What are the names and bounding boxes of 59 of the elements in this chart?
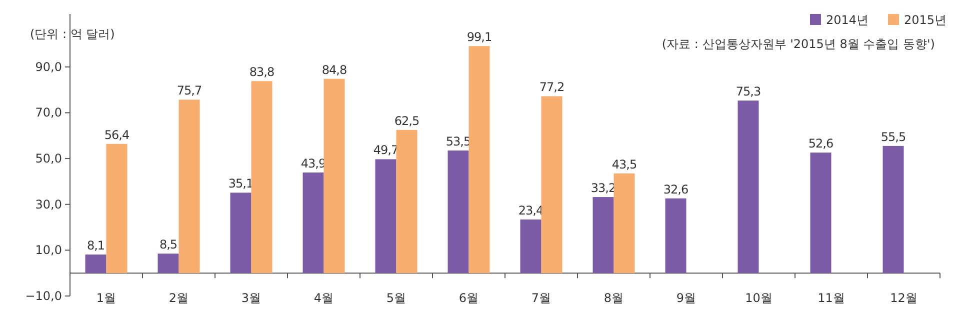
bar bbox=[882, 146, 904, 274]
bar bbox=[665, 198, 686, 274]
y-tick-label: 10,0 bbox=[35, 243, 62, 258]
y-tick-label: −10,0 bbox=[25, 289, 62, 303]
x-tick-label: 6월 bbox=[458, 291, 479, 306]
data-label: 75,7 bbox=[176, 84, 202, 98]
bar bbox=[396, 130, 418, 274]
legend-label: 2014년 bbox=[826, 13, 869, 27]
annotation: (자료 : 산업통상자원부 '2015년 8월 수출입 동향') bbox=[662, 37, 935, 51]
x-tick-label: 4월 bbox=[314, 291, 334, 306]
bar bbox=[738, 100, 759, 274]
bar bbox=[810, 152, 832, 274]
bar bbox=[302, 172, 324, 274]
y-tick-label: 90,0 bbox=[35, 60, 62, 74]
bar bbox=[106, 144, 128, 274]
data-label: 84,8 bbox=[322, 62, 347, 77]
data-label: 55,5 bbox=[880, 130, 906, 144]
bar bbox=[375, 159, 396, 274]
data-label: 99,1 bbox=[466, 30, 492, 44]
x-tick-label: 7월 bbox=[531, 291, 552, 306]
bar bbox=[85, 254, 106, 274]
data-label: 32,6 bbox=[663, 182, 688, 196]
bar bbox=[324, 78, 345, 274]
data-label: 62,5 bbox=[394, 114, 420, 128]
legend-label: 2015년 bbox=[904, 13, 947, 27]
bar bbox=[230, 192, 252, 274]
y-tick-label: 50,0 bbox=[35, 152, 62, 166]
data-label: 75,3 bbox=[736, 84, 761, 99]
data-label: 35,1 bbox=[228, 176, 254, 191]
data-label: 43,5 bbox=[612, 157, 637, 172]
x-tick-label: 5월 bbox=[386, 291, 406, 306]
bar bbox=[158, 254, 179, 274]
x-tick-label: 3월 bbox=[241, 291, 262, 306]
bar bbox=[592, 197, 614, 274]
x-tick-label: 9월 bbox=[676, 291, 696, 306]
data-label: 49,7 bbox=[373, 143, 398, 158]
data-label: 52,6 bbox=[808, 136, 834, 151]
x-tick-label: 8월 bbox=[604, 291, 624, 306]
bar bbox=[520, 219, 542, 274]
x-tick-label: 1월 bbox=[96, 291, 116, 306]
bar bbox=[178, 100, 200, 274]
bar bbox=[448, 150, 469, 274]
data-label: 83,8 bbox=[249, 65, 274, 80]
data-label: 8,5 bbox=[159, 238, 178, 252]
data-label: 77,2 bbox=[539, 80, 564, 94]
x-tick-label: 10월 bbox=[745, 291, 772, 306]
x-tick-label: 11월 bbox=[818, 291, 845, 306]
data-label: 8,1 bbox=[86, 238, 105, 253]
bar bbox=[251, 81, 272, 274]
bar bbox=[468, 46, 490, 274]
y-tick-label: 30,0 bbox=[35, 197, 62, 212]
data-label: 56,4 bbox=[104, 128, 130, 142]
bar bbox=[614, 173, 635, 274]
data-label: 23,4 bbox=[518, 203, 544, 218]
y-tick-label: 70,0 bbox=[35, 106, 62, 120]
bar bbox=[541, 96, 562, 274]
text: (단위 : 억 달러) bbox=[30, 27, 115, 41]
x-tick-label: 12월 bbox=[890, 291, 918, 306]
x-tick-label: 2월 bbox=[168, 291, 189, 306]
